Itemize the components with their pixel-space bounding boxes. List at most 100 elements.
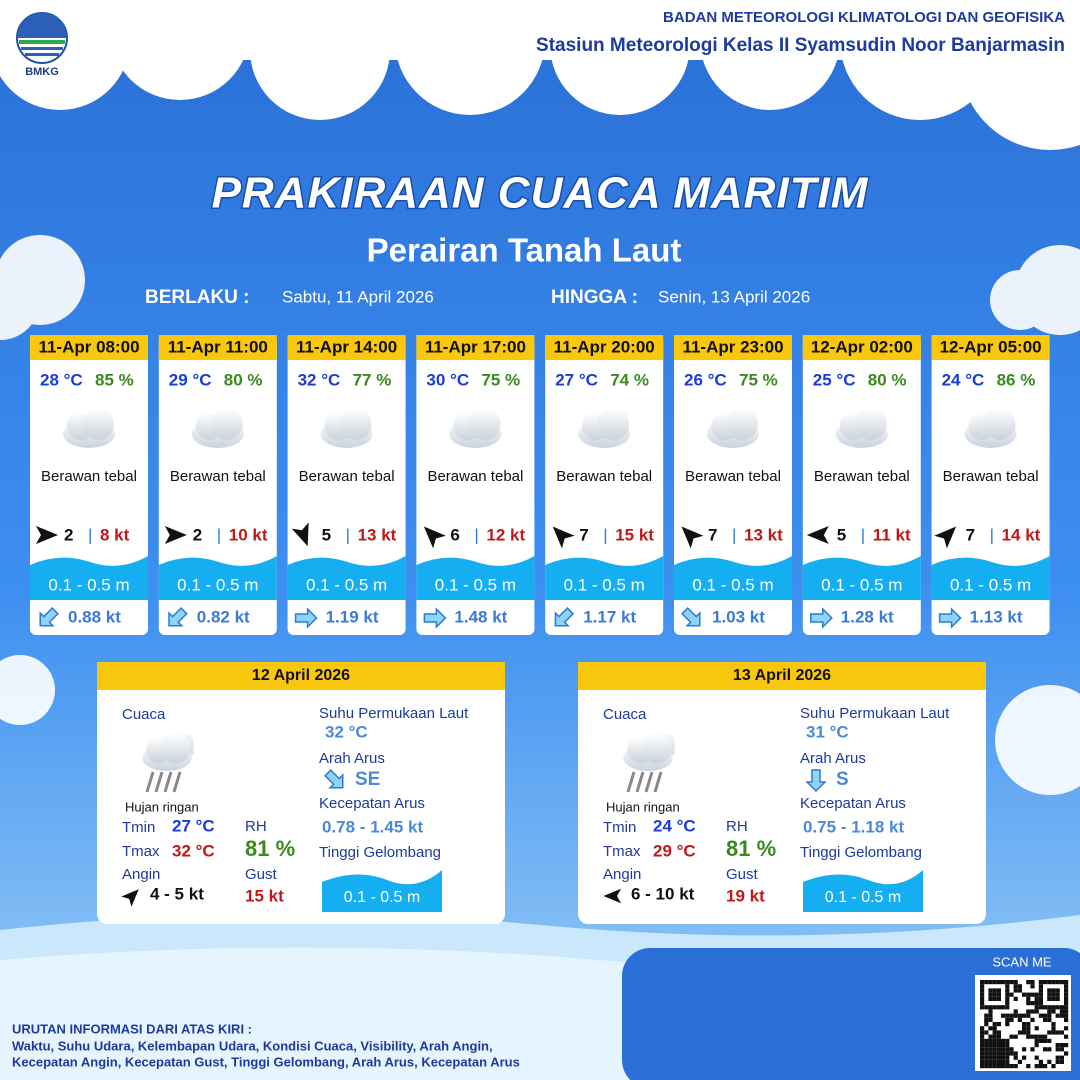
qr-module bbox=[1038, 980, 1043, 985]
rh: 81 % bbox=[726, 836, 776, 861]
qr-module bbox=[988, 1013, 993, 1018]
qr-module bbox=[1038, 988, 1043, 993]
qr-module bbox=[1055, 1013, 1060, 1018]
qr-module bbox=[1038, 1038, 1043, 1043]
card-header bbox=[802, 335, 921, 360]
qr-module bbox=[980, 1001, 985, 1006]
qr-module bbox=[980, 1047, 985, 1052]
cloud-icon bbox=[623, 733, 673, 771]
qr-module bbox=[980, 988, 985, 993]
qr-module bbox=[988, 996, 993, 1001]
separator: | bbox=[861, 525, 865, 544]
wind-arrow bbox=[806, 526, 829, 544]
tmin: 24 °C bbox=[653, 816, 696, 835]
qr-module bbox=[992, 1047, 997, 1052]
weather: Berawan tebal bbox=[943, 468, 1039, 485]
validity-date: Sabtu, 11 April 2026 bbox=[282, 287, 434, 306]
label: Tmax bbox=[122, 843, 160, 860]
qr-module bbox=[1001, 1051, 1006, 1056]
qr-module bbox=[980, 1026, 985, 1031]
qr-module bbox=[1047, 1013, 1052, 1018]
gust: 14 kt bbox=[1002, 525, 1041, 544]
qr-module bbox=[1038, 1059, 1043, 1064]
qr-module bbox=[1047, 1038, 1052, 1043]
qr-module bbox=[996, 996, 1001, 1001]
qr-module bbox=[1043, 1017, 1048, 1022]
qr-module bbox=[984, 1051, 989, 1056]
qr-module bbox=[1034, 1064, 1039, 1069]
qr-module bbox=[980, 1043, 985, 1048]
qr-module bbox=[1005, 984, 1010, 989]
qr-module bbox=[984, 1013, 989, 1018]
qr-module bbox=[984, 1038, 989, 1043]
qr-module bbox=[988, 1017, 993, 1022]
current-speed: 1.13 kt bbox=[970, 607, 1023, 626]
qr-module bbox=[1064, 1017, 1069, 1022]
qr-module bbox=[980, 996, 985, 1001]
temperature: 27 °C bbox=[555, 370, 598, 389]
qr-module bbox=[1005, 980, 1010, 985]
qr-module bbox=[1055, 980, 1060, 985]
cloud-shape bbox=[339, 408, 372, 440]
qr-module bbox=[1013, 1009, 1018, 1014]
current-arrow bbox=[810, 607, 833, 629]
separator: | bbox=[217, 525, 221, 544]
gust: 15 kt bbox=[615, 525, 654, 544]
qr-module bbox=[984, 980, 989, 985]
weather: Berawan tebal bbox=[427, 468, 523, 485]
label: Cuaca bbox=[603, 706, 647, 723]
qr-module bbox=[984, 1030, 989, 1035]
current-arrow bbox=[681, 607, 701, 627]
wind-arrow bbox=[934, 526, 957, 549]
cloud-shape bbox=[468, 408, 501, 440]
forecast-time: 11-Apr 20:00 bbox=[554, 337, 655, 356]
weather: Berawan tebal bbox=[41, 468, 137, 485]
qr-module bbox=[1055, 1059, 1060, 1064]
qr-module bbox=[1013, 984, 1018, 989]
qr-module bbox=[1026, 1064, 1031, 1069]
qr-module bbox=[988, 980, 993, 985]
qr-module bbox=[1030, 1017, 1035, 1022]
separator: | bbox=[603, 525, 607, 544]
card-header bbox=[287, 335, 406, 360]
qr-module bbox=[988, 988, 993, 993]
forecast-time: 11-Apr 08:00 bbox=[38, 337, 139, 356]
qr-module bbox=[984, 1064, 989, 1069]
qr-module bbox=[1013, 1034, 1018, 1039]
qr-module bbox=[1005, 1005, 1010, 1010]
qr-module bbox=[980, 984, 985, 989]
qr-module bbox=[1034, 1009, 1039, 1014]
cloud-icon bbox=[63, 408, 115, 448]
qr-module bbox=[1022, 1055, 1027, 1060]
qr-module bbox=[1009, 1064, 1014, 1069]
qr-module bbox=[1001, 1055, 1006, 1060]
qr-module bbox=[996, 988, 1001, 993]
current-speed: 1.48 kt bbox=[454, 607, 507, 626]
qr-module bbox=[1043, 1005, 1048, 1010]
qr-module bbox=[1030, 1047, 1035, 1052]
qr-module bbox=[1026, 1030, 1031, 1035]
qr-module bbox=[1013, 980, 1018, 985]
notes-line: Kecepatan Angin, Kecepatan Gust, Tinggi … bbox=[12, 1054, 520, 1069]
qr-module bbox=[1059, 1030, 1064, 1035]
qr-module bbox=[1038, 1064, 1043, 1069]
qr-module bbox=[1051, 1009, 1056, 1014]
qr-module bbox=[1005, 1059, 1010, 1064]
qr-module bbox=[1026, 980, 1031, 985]
forecast-time: 11-Apr 17:00 bbox=[425, 337, 526, 356]
qr-module bbox=[1051, 1064, 1056, 1069]
qr-module bbox=[1022, 1047, 1027, 1052]
qr-module bbox=[1047, 1047, 1052, 1052]
qr-module bbox=[1026, 1022, 1031, 1027]
current-arrow bbox=[423, 607, 447, 629]
qr-module bbox=[1059, 1009, 1064, 1014]
wave-box bbox=[803, 870, 923, 912]
current-speed: 1.03 kt bbox=[712, 607, 765, 626]
daily-gust: 15 kt bbox=[245, 886, 284, 905]
qr-module bbox=[1038, 1001, 1043, 1006]
qr-module bbox=[1001, 1047, 1006, 1052]
qr-module bbox=[988, 1009, 993, 1014]
cloud-icon bbox=[578, 408, 631, 448]
wave-height: 0.1 - 0.5 m bbox=[435, 575, 516, 594]
qr-module bbox=[1026, 996, 1031, 1001]
